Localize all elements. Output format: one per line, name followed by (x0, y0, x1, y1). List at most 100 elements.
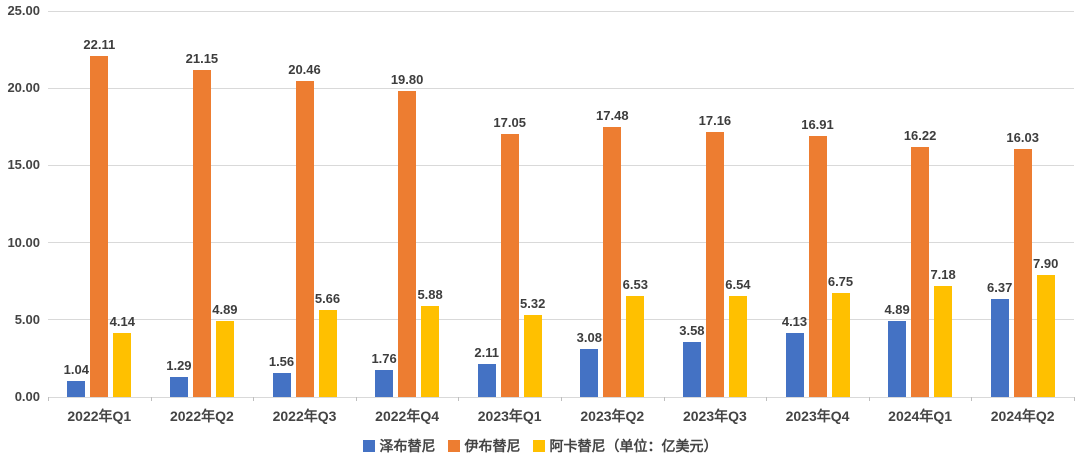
y-axis-tick-label: 20.00 (7, 80, 40, 96)
x-axis-tick-mark (868, 397, 870, 401)
legend-swatch-icon (447, 440, 460, 452)
y-axis-tick-label: 25.00 (7, 3, 40, 18)
data-label: 3.08 (576, 330, 602, 346)
x-axis-tick-mark (355, 397, 357, 401)
bar-泽布替尼-2024年Q2 (990, 298, 1009, 397)
x-axis-tick-mark (458, 397, 460, 401)
data-label: 19.80 (390, 72, 424, 88)
bar-泽布替尼-2022年Q1 (67, 380, 86, 397)
data-label: 1.76 (371, 350, 397, 366)
x-axis-category-label: 2022年Q2 (169, 408, 234, 424)
x-axis-category-label: 2024年Q2 (990, 408, 1055, 424)
gridline (48, 319, 1074, 321)
x-axis-category-label: 2024年Q1 (888, 408, 953, 424)
x-axis-category-label: 2023年Q2 (580, 408, 645, 424)
data-label: 5.32 (520, 295, 546, 311)
gridline (48, 164, 1074, 166)
bar-伊布替尼-2024年Q2 (1013, 149, 1032, 397)
data-label: 4.89 (212, 302, 238, 318)
y-axis-tick-label: 0.00 (14, 389, 40, 404)
x-axis-tick-mark (766, 397, 768, 401)
legend: 泽布替尼 伊布替尼 阿卡替尼（单位：亿美元） (0, 436, 1080, 456)
data-label: 17.48 (596, 108, 629, 124)
gridline (48, 10, 1074, 12)
legend-label: 伊布替尼 (464, 438, 521, 454)
data-label: 16.91 (801, 116, 834, 132)
legend-swatch-icon (532, 440, 545, 452)
bar-阿卡替尼-2023年Q1 (523, 314, 542, 397)
bar-阿卡替尼-2023年Q2 (626, 296, 645, 397)
legend-item: 泽布替尼 (362, 436, 436, 456)
legend-swatch-icon (362, 440, 375, 452)
legend-label: 阿卡替尼（单位：亿美元） (549, 438, 718, 454)
data-label: 16.22 (903, 127, 937, 143)
data-label: 16.03 (1006, 130, 1039, 146)
bar-阿卡替尼-2024年Q2 (1036, 275, 1055, 397)
x-axis-category-label: 2023年Q1 (477, 408, 542, 424)
bar-泽布替尼-2023年Q4 (785, 333, 804, 397)
data-label: 6.53 (622, 277, 648, 293)
data-label: 1.29 (166, 358, 192, 374)
bar-阿卡替尼-2022年Q3 (318, 309, 337, 397)
y-axis-tick-label: 5.00 (14, 311, 40, 327)
bar-阿卡替尼-2022年Q2 (215, 321, 234, 397)
data-label: 2.11 (474, 345, 499, 361)
bar-伊布替尼-2023年Q4 (808, 135, 827, 397)
x-axis-category-label: 2022年Q4 (375, 408, 440, 424)
legend-label: 泽布替尼 (379, 438, 436, 454)
data-label: 3.58 (679, 322, 705, 338)
x-axis-tick-mark (150, 397, 152, 401)
data-label: 4.89 (884, 302, 910, 318)
bar-伊布替尼-2022年Q1 (90, 55, 109, 397)
bar-伊布替尼-2023年Q2 (603, 127, 622, 397)
gridline (48, 87, 1074, 89)
bar-伊布替尼-2022年Q3 (295, 81, 314, 397)
data-label: 22.11 (83, 36, 116, 52)
bar-阿卡替尼-2023年Q4 (831, 292, 850, 397)
bar-泽布替尼-2022年Q4 (375, 369, 394, 397)
x-axis-category-label: 2022年Q3 (272, 408, 337, 424)
data-label: 17.05 (493, 114, 526, 130)
data-label: 7.18 (930, 267, 956, 283)
data-label: 4.14 (109, 314, 135, 330)
data-label: 1.56 (268, 353, 295, 369)
x-axis-tick-mark (1074, 397, 1075, 401)
data-label: 17.16 (698, 113, 732, 129)
bar-泽布替尼-2023年Q3 (682, 341, 701, 397)
x-axis-category-label: 2023年Q3 (682, 408, 747, 424)
x-axis-tick-mark (253, 397, 255, 401)
legend-item: 伊布替尼 (447, 436, 521, 456)
legend-item: 阿卡替尼（单位：亿美元） (532, 436, 718, 456)
data-label: 5.88 (417, 287, 443, 303)
y-axis-tick-label: 10.00 (7, 234, 40, 250)
x-axis-category-label: 2022年Q1 (67, 408, 132, 424)
bar-伊布替尼-2022年Q2 (192, 70, 211, 397)
bar-伊布替尼-2023年Q1 (500, 133, 519, 397)
x-axis-category-label: 2023年Q4 (785, 408, 850, 424)
data-label: 20.46 (288, 62, 321, 78)
bar-阿卡替尼-2023年Q3 (728, 296, 747, 397)
data-label: 4.13 (781, 314, 808, 330)
data-label: 6.75 (827, 273, 854, 289)
data-label: 21.15 (185, 51, 219, 67)
bar-伊布替尼-2024年Q1 (911, 146, 930, 397)
bar-泽布替尼-2024年Q1 (888, 321, 907, 397)
x-axis-tick-mark (663, 397, 665, 401)
bar-伊布替尼-2022年Q4 (398, 91, 417, 397)
x-axis-tick-mark (561, 397, 562, 401)
gridline (48, 242, 1074, 244)
x-axis-tick-mark (971, 397, 973, 401)
bar-泽布替尼-2023年Q1 (477, 364, 496, 397)
data-label: 6.54 (725, 277, 751, 293)
bar-泽布替尼-2023年Q2 (580, 349, 599, 397)
bar-泽布替尼-2022年Q2 (169, 377, 188, 397)
bar-阿卡替尼-2022年Q4 (421, 306, 440, 397)
data-label: 6.37 (987, 279, 1013, 295)
bar-伊布替尼-2023年Q3 (705, 132, 724, 397)
bar-阿卡替尼-2024年Q1 (934, 286, 953, 397)
y-axis-tick-label: 15.00 (7, 157, 40, 173)
bar-泽布替尼-2022年Q3 (272, 372, 291, 397)
data-label: 5.66 (314, 290, 341, 306)
x-axis-tick-mark (48, 397, 49, 401)
